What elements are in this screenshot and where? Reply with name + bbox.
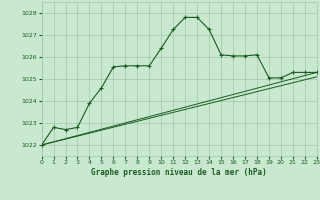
X-axis label: Graphe pression niveau de la mer (hPa): Graphe pression niveau de la mer (hPa) xyxy=(91,168,267,177)
